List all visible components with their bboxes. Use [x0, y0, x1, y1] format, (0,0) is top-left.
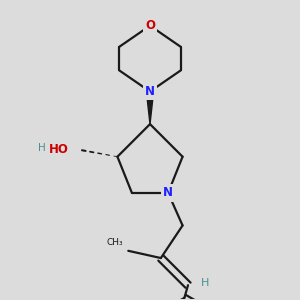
Polygon shape — [146, 92, 154, 124]
Text: O: O — [145, 19, 155, 32]
Text: N: N — [163, 186, 173, 200]
Text: H: H — [201, 278, 209, 288]
Text: H: H — [38, 142, 45, 153]
Text: CH₃: CH₃ — [106, 238, 123, 247]
Text: HO: HO — [49, 143, 69, 156]
Text: N: N — [145, 85, 155, 98]
